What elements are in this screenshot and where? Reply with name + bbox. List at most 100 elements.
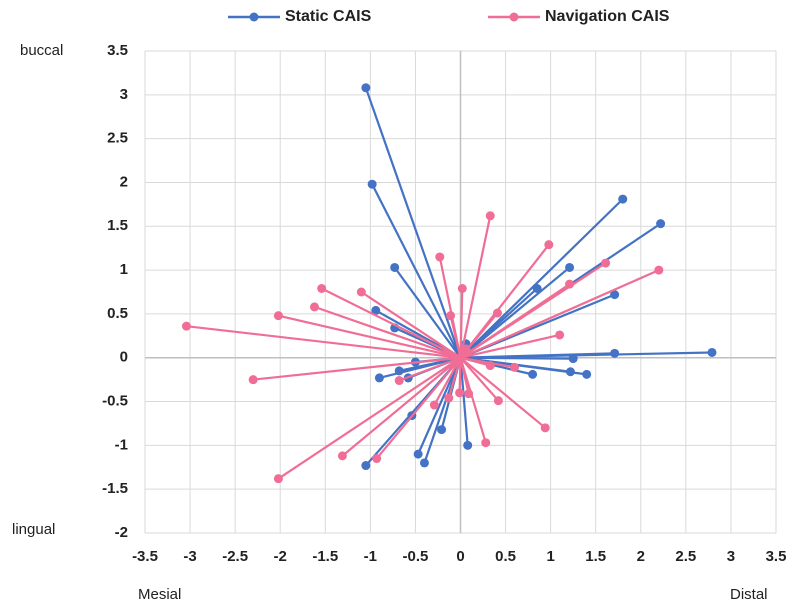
ray — [459, 198, 624, 359]
x-tick-label: -2.5 — [222, 548, 248, 565]
ray — [364, 87, 462, 359]
y-tick-label: -0.5 — [102, 393, 128, 410]
origin-marker — [456, 353, 465, 363]
point — [568, 354, 578, 364]
x-tick-label: 3 — [727, 548, 735, 565]
point — [390, 262, 400, 272]
point — [532, 283, 542, 293]
point — [457, 283, 467, 293]
x-tick-label: 2.5 — [675, 548, 696, 565]
ray — [460, 356, 515, 369]
ray — [459, 357, 469, 446]
x-tick-label: -2 — [274, 548, 287, 565]
point — [565, 262, 575, 272]
ray — [447, 357, 462, 399]
ray — [459, 215, 492, 358]
point — [463, 440, 473, 450]
point — [437, 425, 447, 435]
x-tick-label: -1 — [364, 548, 377, 565]
y-tick-label: 0 — [120, 349, 128, 366]
ray — [449, 315, 462, 358]
ray — [459, 287, 538, 359]
point — [582, 369, 592, 379]
point — [429, 400, 439, 410]
x-tick-label: 1 — [546, 548, 554, 565]
ray — [459, 357, 470, 394]
ray — [360, 291, 462, 359]
point — [309, 302, 319, 312]
ray — [398, 356, 461, 382]
point — [601, 258, 611, 268]
point — [654, 265, 664, 275]
ray — [459, 283, 571, 359]
point — [419, 458, 429, 468]
x-tick-label: 2 — [637, 548, 645, 565]
point — [493, 396, 503, 406]
ray — [459, 288, 464, 358]
y-tick-label: 2.5 — [107, 130, 128, 147]
point — [540, 423, 550, 433]
point — [610, 348, 620, 358]
y-tick-label: 2 — [120, 173, 128, 190]
point — [555, 330, 565, 340]
ray — [460, 333, 560, 359]
ray — [186, 325, 461, 359]
ray — [277, 356, 462, 480]
point — [413, 449, 423, 459]
point — [356, 287, 366, 297]
x-tick-label: -0.5 — [402, 548, 428, 565]
point — [492, 308, 502, 318]
point — [528, 369, 538, 379]
ray — [460, 356, 574, 360]
point — [444, 393, 454, 403]
legend-label: Static CAIS — [285, 8, 372, 25]
y-tick-label: 3.5 — [107, 42, 128, 59]
ray — [375, 357, 462, 460]
point — [367, 179, 377, 189]
x-tick-label: 0.5 — [495, 548, 516, 565]
ray — [458, 357, 462, 393]
point — [435, 252, 445, 262]
ray — [278, 314, 461, 359]
ray — [460, 269, 660, 359]
ray — [371, 183, 462, 359]
y-tick-label: -1.5 — [102, 480, 128, 497]
point — [481, 438, 491, 448]
y-label-bottom: lingual — [12, 521, 55, 538]
point — [510, 362, 520, 372]
ray — [379, 356, 461, 379]
point — [455, 388, 465, 398]
point — [618, 194, 628, 204]
point — [181, 321, 191, 331]
legend-marker — [249, 12, 259, 22]
y-label-top: buccal — [20, 42, 63, 59]
x-label-left: Mesial — [138, 586, 181, 603]
point — [707, 347, 717, 357]
point — [394, 376, 404, 386]
x-tick-label: 0 — [456, 548, 464, 565]
y-tick-label: -1 — [115, 436, 128, 453]
ray — [433, 357, 462, 406]
y-tick-label: 3 — [120, 86, 128, 103]
ray — [253, 356, 461, 381]
point — [485, 211, 495, 221]
point — [461, 344, 471, 354]
point — [248, 375, 258, 385]
x-tick-label: -3.5 — [132, 548, 158, 565]
x-tick-label: 3.5 — [766, 548, 787, 565]
point — [565, 279, 575, 289]
point — [610, 290, 620, 300]
point — [273, 474, 283, 484]
point — [656, 219, 666, 229]
point — [372, 454, 382, 464]
point — [337, 451, 347, 461]
legend-marker — [509, 12, 519, 22]
point — [361, 83, 371, 93]
point — [374, 373, 384, 383]
point — [361, 461, 371, 471]
ray — [321, 287, 461, 359]
ray — [341, 356, 462, 457]
x-tick-label: -1.5 — [312, 548, 338, 565]
y-tick-label: 1 — [120, 261, 128, 278]
point — [371, 305, 381, 315]
